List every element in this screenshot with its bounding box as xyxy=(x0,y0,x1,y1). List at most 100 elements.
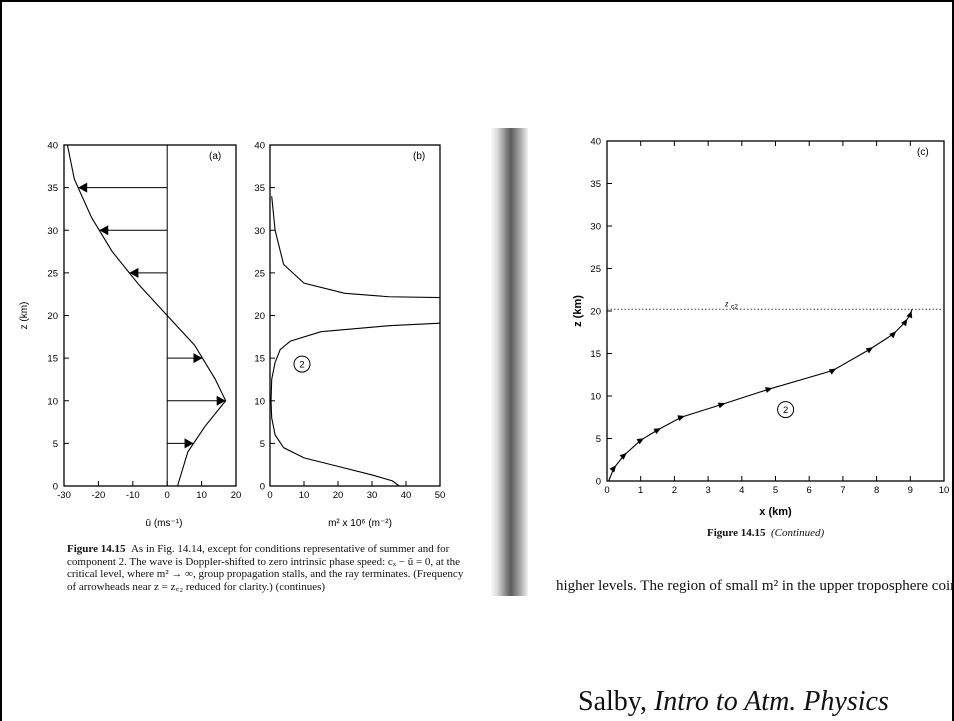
panel-a-y-tick-label: 15 xyxy=(47,354,58,365)
panel-b-x-tick-label: 0 xyxy=(267,490,272,501)
panel-b-m2-curve xyxy=(270,322,441,487)
panel-b-y-tick-label: 25 xyxy=(254,268,265,279)
panel-a-xlabel: ū (ms⁻¹) xyxy=(146,518,183,529)
panel-a-label: (a) xyxy=(209,151,221,162)
panel-a-y-tick-label: 20 xyxy=(47,311,58,322)
panel-c-critical-label: z xyxy=(724,298,729,308)
panel-c-x-tick-label: 2 xyxy=(672,485,677,496)
caption-left-figno: Figure 14.15 xyxy=(67,543,126,555)
panel-c-x-tick-label: 9 xyxy=(908,485,913,496)
panel-a-wind-profile xyxy=(66,144,227,487)
panel-a-arrowhead xyxy=(78,182,88,193)
panel-c-ray-arrowhead xyxy=(865,347,874,354)
panel-c-y-tick-label: 25 xyxy=(590,264,601,275)
panel-c-ray-arrowhead xyxy=(765,387,773,393)
panel-a-arrowhead xyxy=(184,438,194,449)
panel-c-x-tick-label: 8 xyxy=(874,485,879,496)
panel-c: 0 5 10 15 20 25 30 35 40 0 1 2 3 4 5 6 7 8 9 10 z c2 2 (c) z (km… xyxy=(572,137,949,519)
panel-b: 0 5 10 15 20 25 30 35 40 0 10 20 30 40 50 2 (b) m² x 10⁶ … xyxy=(254,141,445,530)
panel-b-y-tick-label: 0 xyxy=(260,482,265,493)
panel-a-y-tick-label: 5 xyxy=(53,439,58,450)
panel-a-y-tick-label: 0 xyxy=(53,482,58,493)
caption-right-text: (Continued) xyxy=(770,527,825,539)
panel-c-ray-arrowhead xyxy=(636,438,645,445)
panel-a-x-tick-label: 20 xyxy=(231,490,242,501)
panel-b-m2-curve xyxy=(271,196,441,299)
book-gutter-shadow xyxy=(490,128,528,596)
caption-right-figno: Figure 14.15 xyxy=(707,527,766,539)
panel-c-ray-arrowhead xyxy=(889,331,897,339)
panel-c-y-tick-label: 30 xyxy=(590,222,601,233)
panel-a-arrowhead xyxy=(99,225,109,236)
panel-c-ylabel: z (km) xyxy=(572,295,584,327)
panel-c-y-tick-label: 5 xyxy=(596,434,601,445)
panel-c-xlabel: x (km) xyxy=(759,506,792,518)
panel-c-x-tick-label: 6 xyxy=(807,485,812,496)
panel-b-y-tick-label: 20 xyxy=(254,311,265,322)
panel-c-ray-arrowhead xyxy=(901,318,908,327)
panel-b-y-tick-label: 35 xyxy=(254,183,265,194)
panel-a: 0 5 10 15 20 25 30 35 40 -30 -20 -10 0 10 20 (a) z (km) ū… xyxy=(19,141,241,530)
panel-c-label: (c) xyxy=(917,147,929,158)
panel-c-x-tick-label: 0 xyxy=(604,485,609,496)
panel-a-y-tick-label: 10 xyxy=(47,396,58,407)
panel-c-ray-arrowhead xyxy=(717,402,726,409)
panel-b-y-tick-label: 40 xyxy=(254,141,265,152)
panel-a-y-tick-label: 25 xyxy=(47,268,58,279)
panel-c-y-tick-label: 0 xyxy=(596,477,601,488)
panel-c-y-tick-label: 40 xyxy=(590,137,601,148)
panel-c-x-tick-label: 4 xyxy=(739,485,744,496)
panel-c-y-tick-label: 15 xyxy=(590,349,601,360)
panel-b-x-tick-label: 40 xyxy=(401,490,412,501)
panel-c-ray-arrowhead xyxy=(653,428,662,435)
panel-a-arrowhead xyxy=(216,395,226,406)
citation-author: Salby, xyxy=(578,686,654,717)
panel-c-x-tick-label: 7 xyxy=(840,485,845,496)
panel-a-x-tick-label: -10 xyxy=(126,490,140,501)
panel-c-ray-path xyxy=(608,309,913,482)
panel-b-xlabel: m² x 10⁶ (m⁻²) xyxy=(328,518,392,529)
panel-a-y-tick-label: 40 xyxy=(47,141,58,152)
panel-c-y-tick-label: 20 xyxy=(590,307,601,318)
panel-c-x-tick-label: 3 xyxy=(705,485,710,496)
panel-b-y-tick-label: 10 xyxy=(254,396,265,407)
caption-left: Figure 14.15 As in Fig. 14.14, except fo… xyxy=(67,543,467,593)
panel-c-y-tick-label: 10 xyxy=(590,392,601,403)
panel-a-ylabel: z (km) xyxy=(19,302,30,330)
panel-c-ray-arrowhead xyxy=(677,415,685,422)
panel-b-component-label: 2 xyxy=(299,360,304,371)
panel-b-y-tick-label: 5 xyxy=(260,439,265,450)
panel-c-critical-sub: c2 xyxy=(731,303,738,310)
panel-b-x-tick-label: 10 xyxy=(299,490,310,501)
panel-a-y-tick-label: 35 xyxy=(47,183,58,194)
panel-b-x-tick-label: 30 xyxy=(367,490,378,501)
panel-a-x-tick-label: 10 xyxy=(196,490,207,501)
panel-c-y-tick-label: 35 xyxy=(590,179,601,190)
panel-a-y-tick-label: 30 xyxy=(47,226,58,237)
panel-b-component-circle xyxy=(293,355,311,373)
panel-a-x-tick-label: -20 xyxy=(92,490,106,501)
citation: Salby, Intro to Atm. Physics xyxy=(578,686,889,718)
panel-a-arrowhead xyxy=(129,267,139,278)
panel-c-component-circle xyxy=(777,401,795,419)
panel-b-x-tick-label: 50 xyxy=(435,490,446,501)
panel-c-ray-arrowhead xyxy=(609,465,617,473)
citation-title: Intro to Atm. Physics xyxy=(653,686,889,717)
panel-b-frame xyxy=(269,144,441,487)
caption-left-text: As in Fig. 14.14, except for conditions … xyxy=(67,543,464,593)
panel-c-ray-arrowhead xyxy=(619,452,627,460)
panel-a-frame xyxy=(63,144,237,487)
body-text-line: higher levels. The region of small m² in… xyxy=(556,578,954,594)
panel-a-x-tick-label: 0 xyxy=(165,490,170,501)
panel-c-component-label: 2 xyxy=(783,405,788,416)
panel-b-y-tick-label: 30 xyxy=(254,226,265,237)
panel-c-ray-arrowhead xyxy=(828,368,837,375)
panel-a-x-tick-label: -30 xyxy=(57,490,71,501)
panel-b-y-tick-label: 15 xyxy=(254,354,265,365)
panel-b-label: (b) xyxy=(413,151,425,162)
panel-c-ray-arrowhead xyxy=(906,310,913,319)
panel-c-x-tick-label: 5 xyxy=(773,485,778,496)
panel-c-x-tick-label: 1 xyxy=(638,485,643,496)
